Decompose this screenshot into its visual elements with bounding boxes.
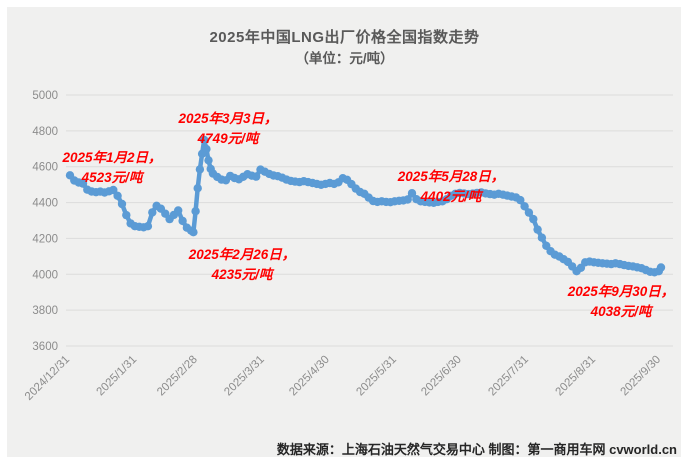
data-point-marker bbox=[178, 216, 187, 226]
data-point-marker bbox=[117, 199, 127, 209]
data-point-marker bbox=[200, 135, 209, 145]
data-point-marker bbox=[252, 172, 261, 181]
data-point-marker bbox=[407, 189, 417, 198]
data-point-marker bbox=[191, 207, 200, 216]
annotation-mar-3-peak: 2025年3月3日， 4749元/吨 bbox=[178, 109, 277, 149]
annotation-value: 4235元/吨 bbox=[211, 267, 273, 282]
y-tick-label: 4600 bbox=[32, 162, 58, 174]
data-point-marker bbox=[143, 222, 153, 231]
annotation-value: 4523元/吨 bbox=[81, 170, 143, 185]
data-point-marker bbox=[195, 165, 205, 174]
data-point-marker bbox=[148, 208, 157, 217]
data-point-marker bbox=[524, 208, 534, 217]
annotation-feb-26-dip: 2025年2月26日， 4235元/吨 bbox=[189, 245, 296, 285]
x-tick-label: 2024/12/31 bbox=[23, 354, 72, 403]
data-point-marker bbox=[537, 233, 547, 242]
data-point-marker bbox=[656, 263, 666, 272]
data-point-marker bbox=[529, 214, 538, 224]
annotation-date: 2025年5月28日， bbox=[397, 169, 505, 184]
x-tick-label: 2025/8/31 bbox=[554, 354, 599, 399]
y-tick-label: 3800 bbox=[32, 305, 58, 317]
annotation-date: 2025年1月2日， bbox=[62, 150, 162, 165]
data-point-marker bbox=[403, 195, 412, 204]
chart-background-panel bbox=[7, 7, 681, 457]
x-tick-label: 2025/2/28 bbox=[155, 354, 200, 399]
x-tick-label: 2025/5/31 bbox=[354, 354, 399, 399]
annotation-date: 2025年3月3日， bbox=[178, 111, 278, 126]
annotation-value: 4749元/吨 bbox=[197, 131, 259, 146]
data-point-marker bbox=[202, 144, 211, 154]
y-tick-label: 4200 bbox=[32, 233, 58, 245]
data-point-marker bbox=[113, 191, 122, 200]
data-source-credit: 数据来源：上海石油天然气交易中心 制图：第一商用车网 cvworld.cn bbox=[276, 442, 677, 457]
x-tick-label: 2025/9/30 bbox=[618, 354, 663, 399]
annotation-value: 4402元/吨 bbox=[420, 189, 482, 204]
annotation-date: 2025年9月30日， bbox=[567, 284, 675, 299]
x-tick-label: 2025/4/30 bbox=[287, 354, 332, 399]
y-tick-label: 4400 bbox=[32, 198, 58, 210]
y-tick-label: 4000 bbox=[32, 269, 58, 281]
y-tick-label: 5000 bbox=[32, 90, 58, 102]
data-point-marker bbox=[174, 206, 183, 215]
data-point-marker bbox=[78, 179, 88, 188]
x-tick-label: 2025/3/31 bbox=[222, 354, 267, 399]
x-tick-label: 2025/7/31 bbox=[486, 354, 531, 399]
x-tick-label: 2025/6/30 bbox=[419, 354, 464, 399]
annotation-may-28: 2025年5月28日， 4402元/吨 bbox=[398, 167, 505, 207]
y-tick-label: 3600 bbox=[32, 341, 58, 353]
annotation-sep-30: 2025年9月30日， 4038元/吨 bbox=[568, 282, 675, 322]
y-tick-label: 4800 bbox=[32, 126, 58, 138]
annotation-value: 4038元/吨 bbox=[590, 304, 652, 319]
x-tick-label: 2025/1/31 bbox=[95, 354, 140, 399]
data-point-marker bbox=[516, 195, 525, 205]
data-point-marker bbox=[122, 210, 131, 220]
chart-title: 2025年中国LNG出厂价格全国指数走势 bbox=[209, 29, 480, 46]
data-point-marker bbox=[204, 156, 213, 165]
data-point-marker bbox=[189, 228, 198, 237]
annotation-date: 2025年2月26日， bbox=[188, 247, 296, 262]
data-point-marker bbox=[520, 202, 529, 211]
annotation-jan-2: 2025年1月2日， 4523元/吨 bbox=[62, 148, 161, 188]
data-point-marker bbox=[109, 185, 118, 195]
chart-title-block: 2025年中国LNG出厂价格全国指数走势 （单位：元/吨） bbox=[0, 30, 689, 66]
data-point-marker bbox=[193, 184, 202, 193]
data-point-marker bbox=[533, 225, 542, 234]
chart-subtitle-unit: （单位：元/吨） bbox=[295, 51, 394, 66]
